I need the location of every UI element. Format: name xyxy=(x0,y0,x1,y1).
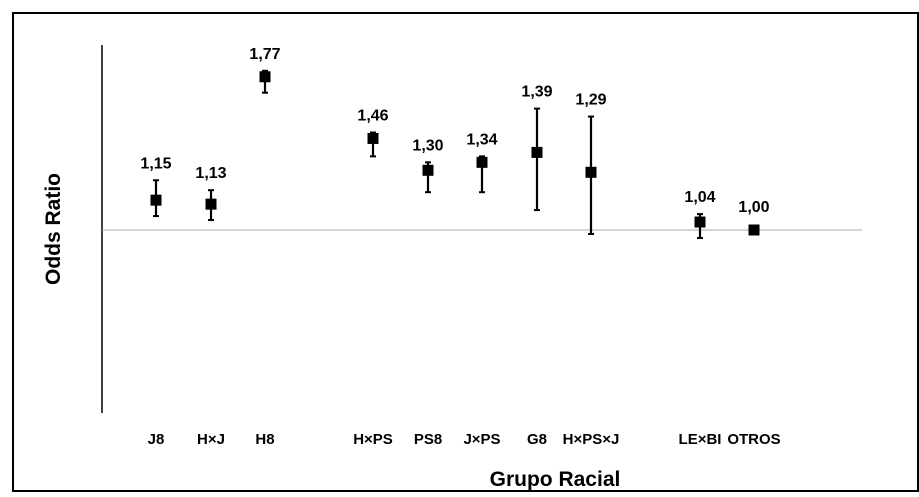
value-label-hxj: 1,13 xyxy=(195,165,226,182)
point-lexbi xyxy=(694,216,706,228)
value-label-jxps: 1,34 xyxy=(466,131,497,148)
value-label-j8: 1,15 xyxy=(140,155,171,172)
category-label-j8: J8 xyxy=(148,431,165,448)
category-label-otros: OTROS xyxy=(727,431,780,448)
value-label-lexbi: 1,04 xyxy=(684,189,715,206)
x-axis-label: Grupo Racial xyxy=(490,468,621,491)
y-axis-label: Odds Ratio xyxy=(42,173,65,285)
category-label-ps8: PS8 xyxy=(414,431,442,448)
category-label-hxj: H×J xyxy=(197,431,225,448)
point-ps8 xyxy=(422,164,434,176)
category-label-g8: G8 xyxy=(527,431,547,448)
point-jxps xyxy=(476,156,488,168)
category-label-jxps: J×PS xyxy=(463,431,500,448)
value-label-g8: 1,39 xyxy=(521,84,552,101)
category-labels: J8 H×J H8 H×PS PS8 J×PS G8 H×PS×J LE×BI OTROS xyxy=(148,431,781,448)
category-label-lexbi: LE×BI xyxy=(679,431,722,448)
point-hxpsxj xyxy=(585,166,597,178)
point-h8 xyxy=(259,71,271,83)
category-label-hxpsxj: H×PS×J xyxy=(563,431,620,448)
chart-marks: 1,15 1,13 1,77 1,46 1,30 1,34 1,39 1,29 1,04 1,00 xyxy=(140,46,770,239)
value-label-h8: 1,77 xyxy=(249,46,280,63)
value-label-hxpsxj: 1,29 xyxy=(575,92,606,109)
category-label-h8: H8 xyxy=(255,431,274,448)
value-label-ps8: 1,30 xyxy=(412,137,443,154)
point-g8 xyxy=(531,146,543,158)
point-hxps xyxy=(367,132,379,144)
value-label-otros: 1,00 xyxy=(738,199,769,216)
point-j8 xyxy=(150,194,162,206)
point-hxj xyxy=(205,198,217,210)
category-label-hxps: H×PS xyxy=(353,431,393,448)
point-otros xyxy=(748,224,760,236)
chart-border xyxy=(12,12,919,492)
value-label-hxps: 1,46 xyxy=(357,107,388,124)
